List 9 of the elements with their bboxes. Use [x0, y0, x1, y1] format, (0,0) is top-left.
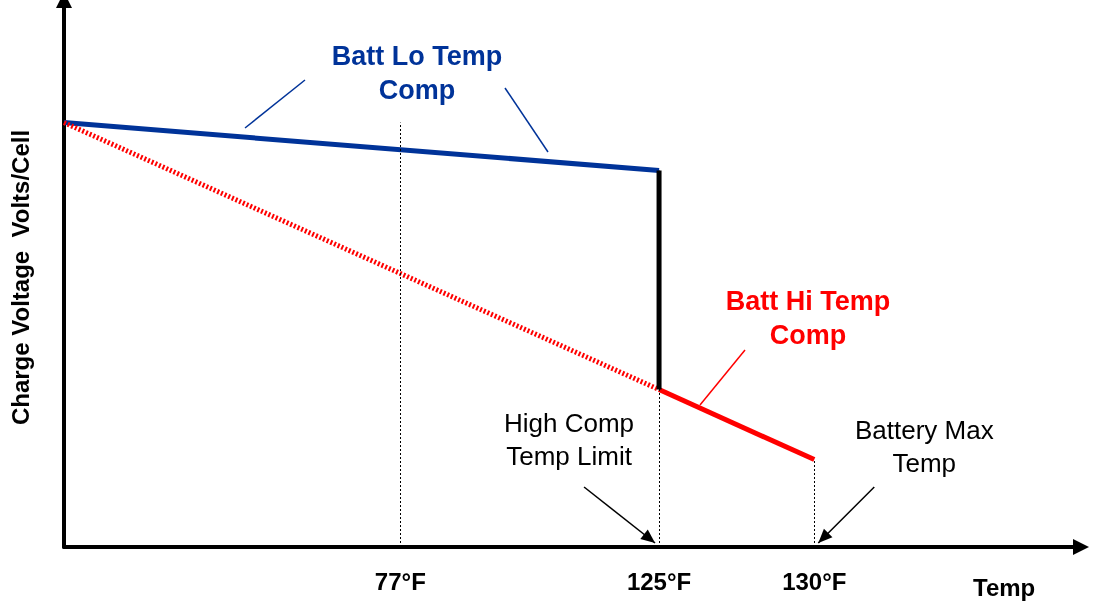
- series-label: Batt Lo Temp Comp: [331, 41, 503, 105]
- text: Batt Hi Temp Comp: [725, 286, 891, 350]
- x-axis-title: Temp: [973, 573, 1036, 601]
- x-tick-label: 125°F: [626, 567, 692, 595]
- annotation: Battery Max Temp: [854, 415, 994, 478]
- annotation: High Comp Temp Limit: [504, 408, 635, 471]
- y-axis-title: Charge Voltage Volts/Cell: [6, 129, 34, 426]
- x-tick-label: 77°F: [374, 567, 426, 595]
- x-tick-label: 130°F: [782, 567, 847, 595]
